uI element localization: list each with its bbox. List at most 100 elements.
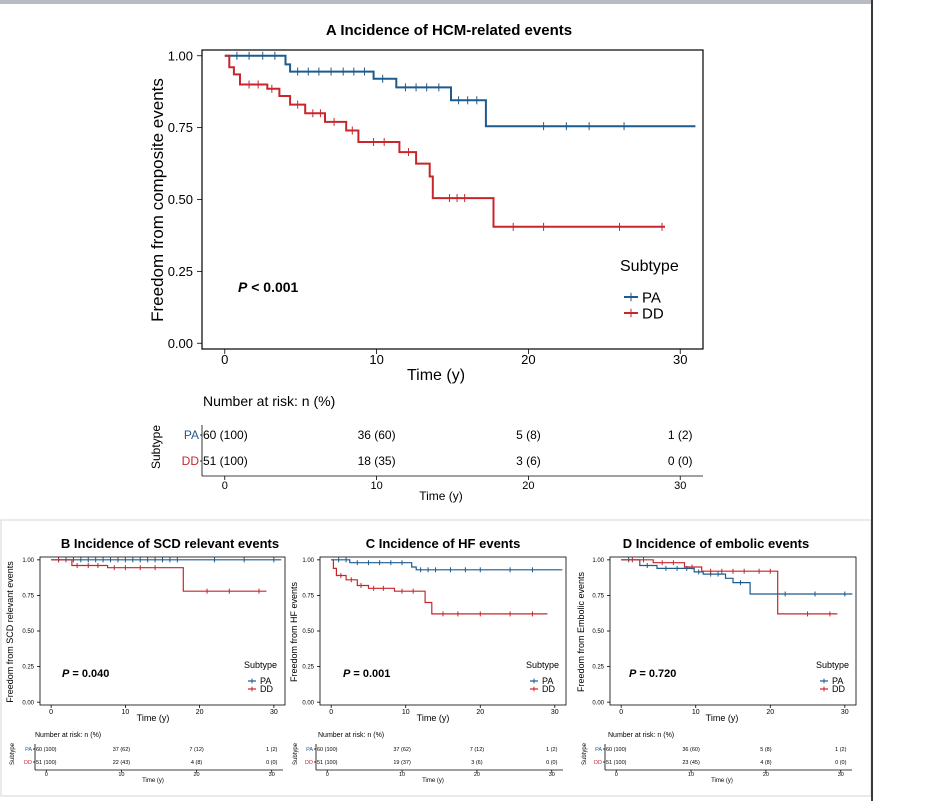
y-tick-label: 1.00: [22, 558, 34, 564]
km-curve-dd: [331, 559, 548, 615]
risk-value: 1 (2): [546, 747, 557, 753]
y-tick-label: 0.00: [592, 700, 604, 706]
risk-x-tick-label: 30: [838, 772, 844, 778]
y-tick-label: 0.00: [168, 336, 193, 351]
risk-table-header: Number at risk: n (%): [203, 393, 335, 409]
y-tick-label: 0.25: [22, 665, 34, 671]
x-tick-label: 10: [121, 709, 129, 716]
legend-label-dd: DD: [260, 684, 273, 694]
x-tick-label: 0: [49, 709, 53, 716]
risk-value: 19 (37): [393, 760, 411, 766]
risk-x-tick-label: 10: [688, 772, 694, 778]
y-tick-label: 0.00: [302, 700, 314, 706]
risk-table: Number at risk: n (%) PA 60 (100) 37 (62) 7 …: [293, 732, 563, 784]
chart-title: B Incidence of SCD relevant events: [61, 536, 279, 551]
frame-right-border: [871, 0, 873, 801]
risk-x-tick-label: 20: [474, 772, 480, 778]
y-tick-label: 0.75: [22, 594, 34, 600]
legend-label-pa: PA: [832, 676, 843, 686]
risk-value: 60 (100): [317, 747, 338, 753]
risk-table-header: Number at risk: n (%): [318, 732, 384, 739]
risk-x-axis-label: Time (y): [422, 778, 444, 784]
p-value: P = 0.040: [62, 668, 109, 680]
legend-title: Subtype: [620, 258, 679, 275]
risk-value: 37 (62): [393, 747, 411, 753]
x-tick-label: 0: [619, 709, 623, 716]
km-curve-dd: [621, 559, 838, 615]
risk-x-tick-label: 30: [269, 772, 275, 778]
x-axis-label: Time (y): [407, 367, 465, 384]
risk-value: 1 (2): [668, 428, 693, 442]
risk-value: 22 (43): [113, 760, 131, 766]
legend-label-dd: DD: [642, 305, 664, 322]
risk-x-tick-label: 10: [399, 772, 405, 778]
risk-row-label-dd: DD: [594, 760, 602, 766]
risk-x-tick-label: 20: [522, 480, 534, 492]
panel-D: D Incidence of embolic events 0.00 0.25 0.5…: [576, 536, 857, 784]
risk-table: Number at risk: n (%) PA 60 (100) 36 (60) 5 …: [582, 732, 852, 784]
y-axis-label: Freedom from SCD relevant events: [5, 561, 15, 703]
risk-value: 5 (8): [516, 428, 541, 442]
risk-value: 4 (8): [760, 760, 771, 766]
km-curve-dd: [51, 559, 267, 592]
x-tick-label: 10: [402, 709, 410, 716]
p-value-symbol: P: [238, 279, 248, 295]
risk-value: 60 (100): [203, 428, 248, 442]
x-tick-label: 20: [476, 709, 484, 716]
risk-table-header: Number at risk: n (%): [608, 732, 674, 739]
p-value: P < 0.001: [238, 279, 299, 295]
risk-x-tick-label: 0: [45, 772, 48, 778]
p-value-text: = 0.720: [636, 668, 676, 680]
p-value: P = 0.001: [343, 668, 390, 680]
risk-value: 51 (100): [203, 454, 248, 468]
y-tick-label: 0.25: [302, 665, 314, 671]
y-tick-label: 0.50: [302, 629, 314, 635]
risk-row-label-dd: DD: [24, 760, 32, 766]
risk-value: 0 (0): [266, 760, 277, 766]
legend-title: Subtype: [244, 660, 277, 670]
risk-table-header: Number at risk: n (%): [35, 732, 101, 739]
y-tick-label: 1.00: [302, 558, 314, 564]
risk-row-label-pa: PA: [306, 747, 313, 753]
risk-row-label-pa: PA: [184, 428, 199, 442]
risk-value: 51 (100): [606, 760, 627, 766]
risk-y-axis-label: Subtype: [582, 742, 588, 765]
p-value-symbol: P: [62, 668, 70, 680]
risk-row-label-pa: PA: [25, 747, 32, 753]
x-axis-label: Time (y): [417, 713, 450, 723]
plot-border: [201, 49, 704, 350]
legend-label-dd: DD: [542, 684, 555, 694]
risk-value: 0 (0): [546, 760, 557, 766]
y-tick-label: 0.75: [302, 594, 314, 600]
risk-value: 51 (100): [36, 760, 57, 766]
y-tick-label: 0.50: [22, 629, 34, 635]
legend-label-pa: PA: [642, 289, 661, 306]
risk-value: 51 (100): [317, 760, 338, 766]
y-tick-label: 0.00: [22, 700, 34, 706]
y-axis-label: Freedom from composite events: [148, 78, 167, 322]
risk-value: 5 (8): [760, 747, 771, 753]
risk-x-tick-label: 20: [763, 772, 769, 778]
panel-B: B Incidence of SCD relevant events 0.00 0.…: [5, 536, 286, 784]
y-tick-label: 0.75: [168, 120, 193, 135]
risk-x-axis-label: Time (y): [711, 778, 733, 784]
x-tick-label: 10: [369, 352, 383, 367]
x-tick-label: 30: [841, 709, 849, 716]
legend-label-dd: DD: [832, 684, 845, 694]
risk-y-axis-label: Subtype: [149, 425, 163, 469]
chart-title: C Incidence of HF events: [366, 536, 521, 551]
y-tick-label: 0.25: [592, 665, 604, 671]
risk-table: Number at risk: n (%) PA 60 (100) 37 (62) 7 …: [10, 732, 283, 784]
chart-title: D Incidence of embolic events: [623, 536, 809, 551]
x-tick-label: 20: [196, 709, 204, 716]
x-tick-label: 20: [766, 709, 774, 716]
risk-x-tick-label: 0: [222, 480, 228, 492]
km-curve-pa: [621, 559, 853, 595]
risk-value: 36 (60): [358, 428, 396, 442]
x-tick-label: 0: [329, 709, 333, 716]
risk-x-axis-label: Time (y): [142, 778, 164, 784]
p-value-symbol: P: [343, 668, 351, 680]
risk-x-tick-label: 30: [674, 480, 686, 492]
risk-value: 7 (12): [189, 747, 204, 753]
